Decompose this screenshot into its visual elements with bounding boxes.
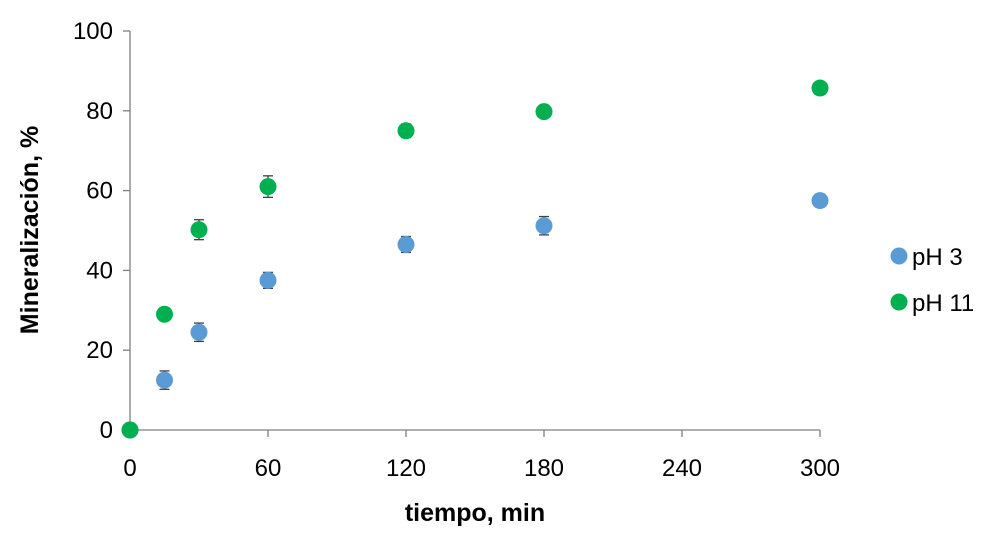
x-axis-title: tiempo, min: [405, 499, 545, 527]
x-tick-label: 180: [524, 455, 564, 482]
y-tick-label: 20: [86, 337, 113, 364]
legend-marker: [890, 247, 908, 265]
y-tick-label: 40: [86, 257, 113, 284]
data-point-ph11: [811, 79, 829, 97]
data-point-ph3: [535, 217, 553, 235]
x-tick-label: 300: [800, 455, 840, 482]
data-point-ph3: [397, 235, 415, 253]
data-point-ph11: [190, 221, 208, 239]
y-tick-label: 0: [100, 417, 113, 444]
data-point-ph11: [535, 103, 553, 121]
data-point-ph3: [811, 192, 829, 210]
x-tick-label: 240: [662, 455, 702, 482]
y-axis-title: Mineralización, %: [16, 126, 44, 334]
data-point-ph11: [156, 305, 173, 323]
data-point-ph3: [259, 271, 277, 289]
plot-area: 0 20 40 60 80 100 0 60 120 180 240 300 pH 3 pH 11: [73, 18, 974, 482]
y-tick-label: 80: [86, 98, 113, 125]
data-point-ph11: [397, 122, 415, 140]
data-point-ph11: [121, 421, 139, 439]
x-tick-label: 120: [386, 455, 426, 482]
y-tick-label: 100: [73, 18, 113, 45]
legend-label: pH 3: [912, 244, 963, 271]
x-tick-label: 0: [123, 455, 136, 482]
legend-marker: [890, 293, 908, 311]
legend-label: pH 11: [912, 290, 974, 317]
data-point-ph3: [190, 323, 208, 341]
data-point-ph3: [156, 371, 173, 389]
x-tick-label: 60: [255, 455, 282, 482]
data-point-ph11: [259, 178, 277, 196]
y-tick-label: 60: [86, 178, 113, 205]
